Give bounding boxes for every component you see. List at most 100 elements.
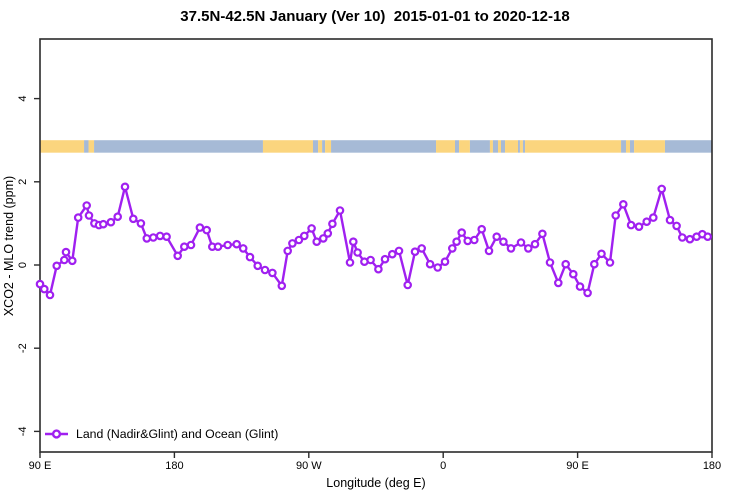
data-point-marker [186,240,196,250]
data-point-marker [328,219,337,229]
band-land-segment [525,140,622,153]
data-point-marker [545,258,555,267]
y-tick-label: -2 [17,343,29,353]
data-point-marker [113,212,123,222]
band-ocean-segment [621,140,626,153]
data-point-marker [173,251,183,261]
band-land-segment [519,140,523,153]
data-point-marker [52,261,62,271]
x-tick-label: 180 [703,460,721,472]
data-point-marker [195,223,205,232]
data-point-marker [142,234,152,243]
data-point-marker [648,213,658,222]
data-point-marker [366,255,375,265]
data-point-marker [348,237,358,247]
data-point-marker [605,258,615,267]
data-point-marker [440,257,450,267]
data-point-marker [553,278,563,288]
data-point-marker [469,235,479,245]
data-point-marker [685,234,695,244]
data-point-marker [60,255,69,265]
band-ocean-segment [94,140,263,153]
data-point-marker [657,184,667,194]
data-point-marker [447,244,457,253]
data-point-marker [575,282,585,291]
data-point-marker [410,247,420,257]
data-point-marker [283,246,293,256]
data-point-marker [523,244,533,253]
data-point-marker [484,246,494,256]
data-point-marker [433,263,443,272]
band-land-segment [325,140,332,153]
band-ocean-segment [454,140,460,153]
data-point-marker [452,237,461,247]
data-point-marker [417,244,427,253]
data-point-marker [155,231,165,241]
data-point-marker [345,258,355,267]
data-point-marker [642,217,652,227]
data-point-marker [538,229,547,239]
data-point-marker [82,201,92,210]
band-land-segment [625,140,631,153]
band-ocean-segment [500,140,506,153]
data-point-marker [61,247,71,257]
data-point-marker [457,228,467,237]
data-point-marker [323,229,333,238]
coastline-band [40,140,712,153]
data-point-marker [477,224,487,234]
band-ocean-segment [84,140,89,153]
y-axis-title: XCO2 - MLO trend (ppm) [2,176,16,316]
y-tick-label: 2 [17,179,29,185]
data-point-marker [634,222,644,232]
x-axis-title: Longitude (deg E) [326,476,425,490]
data-point-marker [245,252,255,262]
data-point-marker [35,279,45,289]
band-land-segment [40,140,85,153]
data-point-marker [180,242,189,252]
legend-label: Land (Nadir&Glint) and Ocean (Glint) [76,427,278,441]
legend-marker-icon [51,429,62,439]
band-land-segment [436,140,455,153]
data-point-marker [394,246,404,256]
data-point-marker [672,221,681,231]
data-point-marker [268,268,277,278]
data-point-marker [312,237,322,247]
x-tick-label: 90 E [29,460,52,472]
data-point-marker [84,211,94,220]
data-point-marker [45,290,55,300]
x-tick-label: 90 E [566,460,589,472]
band-land-segment [459,140,470,153]
data-point-marker [626,220,636,230]
chart-title: 37.5N-42.5N January (Ver 10) 2015-01-01 … [180,8,570,25]
data-point-marker [136,219,146,228]
data-point-marker [149,233,158,242]
data-point-marker [260,265,270,275]
x-tick-label: 90 W [296,460,322,472]
legend: Land (Nadir&Glint) and Ocean (Glint) [45,427,278,441]
data-point-marker [129,214,138,224]
y-tick-label: 4 [17,96,29,102]
band-ocean-segment [492,140,499,153]
data-point-marker [99,219,108,229]
band-land-segment [88,140,95,153]
data-point-marker [516,238,526,247]
axes: 90 E 180 90 W 0 90 E 180 -4 -2 0 2 4 [17,38,721,472]
data-point-marker [374,264,383,274]
data-point-marker [213,242,223,252]
band-land-segment [262,140,313,153]
data-point-marker [73,213,83,222]
data-point-marker [299,231,309,241]
data-point-marker [463,236,473,246]
data-point-marker [618,200,628,209]
data-point-marker [380,254,390,264]
data-point-marker [703,232,713,242]
band-ocean-segment [331,140,437,153]
y-tick-label: 0 [17,262,29,268]
data-point-marker [597,249,606,259]
data-point-marker [665,215,675,225]
data-point-marker [39,284,49,294]
data-point-marker [162,232,171,242]
data-point-marker [202,225,212,235]
band-ocean-segment [630,140,635,153]
